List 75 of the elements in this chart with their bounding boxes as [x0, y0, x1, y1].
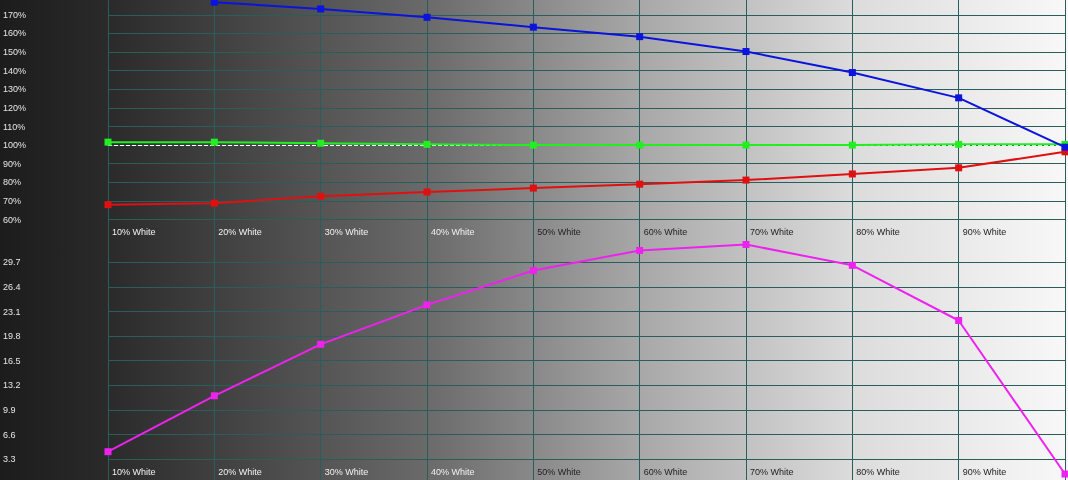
point	[1061, 470, 1068, 478]
x-tick-label: 70% White	[750, 226, 794, 237]
y-tick-label: 160%	[3, 28, 27, 39]
point	[529, 23, 537, 31]
y-tick-label: 130%	[3, 84, 27, 95]
point	[210, 0, 218, 6]
point	[955, 140, 963, 148]
point	[636, 246, 644, 254]
point	[742, 176, 750, 184]
point	[104, 448, 112, 456]
point	[210, 138, 218, 146]
y-tick-label: 110%	[3, 121, 26, 132]
point	[529, 141, 537, 149]
y-tick-label: 100%	[3, 140, 27, 151]
y-tick-label: 140%	[3, 65, 27, 76]
point	[104, 201, 112, 209]
point	[848, 69, 856, 77]
y-tick-label: 60%	[3, 214, 22, 225]
x-tick-label: 10% White	[112, 466, 156, 477]
point	[636, 141, 644, 149]
y-tick-label: 26.4	[3, 281, 21, 292]
y-tick-label: 3.3	[3, 454, 16, 465]
x-tick-label: 60% White	[643, 226, 688, 237]
y-tick-label: 6.6	[3, 429, 16, 440]
point	[317, 139, 325, 147]
y-tick-label: 29.7	[3, 257, 21, 268]
x-tick-label: 50% White	[537, 226, 581, 237]
point	[317, 340, 325, 348]
x-tick-label: 30% White	[324, 226, 369, 237]
point	[423, 13, 431, 21]
point	[955, 164, 963, 172]
y-tick-label: 13.2	[3, 380, 21, 391]
point	[742, 48, 750, 56]
point	[317, 5, 325, 13]
x-tick-label: 30% White	[324, 466, 369, 477]
y-tick-label: 19.8	[3, 331, 21, 342]
point	[742, 240, 750, 248]
point	[529, 267, 537, 275]
point	[848, 261, 856, 269]
x-tick-label: 90% White	[962, 466, 1007, 477]
x-tick-label: 80% White	[856, 466, 900, 477]
point	[742, 141, 750, 149]
x-tick-label: 60% White	[643, 466, 688, 477]
y-tick-label: 16.5	[3, 355, 21, 366]
point	[210, 199, 218, 207]
point	[636, 33, 644, 41]
point	[210, 392, 218, 400]
y-tick-label: 90%	[3, 158, 22, 169]
point	[955, 94, 963, 102]
x-tick-label: 50% White	[537, 466, 581, 477]
point	[423, 301, 431, 309]
y-tick-label: 70%	[3, 195, 22, 206]
x-tick-label: 40% White	[431, 226, 475, 237]
x-tick-label: 10% White	[112, 226, 156, 237]
y-tick-label: 120%	[3, 102, 27, 113]
point	[317, 192, 325, 200]
y-tick-label: 80%	[3, 177, 22, 188]
x-tick-label: 20% White	[218, 466, 262, 477]
x-tick-label: 80% White	[856, 226, 900, 237]
x-tick-label: 40% White	[431, 466, 475, 477]
point	[848, 141, 856, 149]
point	[423, 188, 431, 196]
x-tick-label: 70% White	[750, 466, 794, 477]
y-tick-label: 150%	[3, 47, 27, 58]
x-tick-label: 20% White	[218, 226, 262, 237]
point	[529, 184, 537, 192]
point	[636, 180, 644, 188]
y-tick-label: 23.1	[3, 306, 21, 317]
y-tick-label: 170%	[3, 9, 27, 20]
y-tick-label: 9.9	[3, 404, 16, 415]
point	[848, 170, 856, 178]
point	[423, 140, 431, 148]
x-tick-label: 90% White	[962, 226, 1007, 237]
point	[955, 317, 963, 324]
point	[104, 138, 112, 146]
